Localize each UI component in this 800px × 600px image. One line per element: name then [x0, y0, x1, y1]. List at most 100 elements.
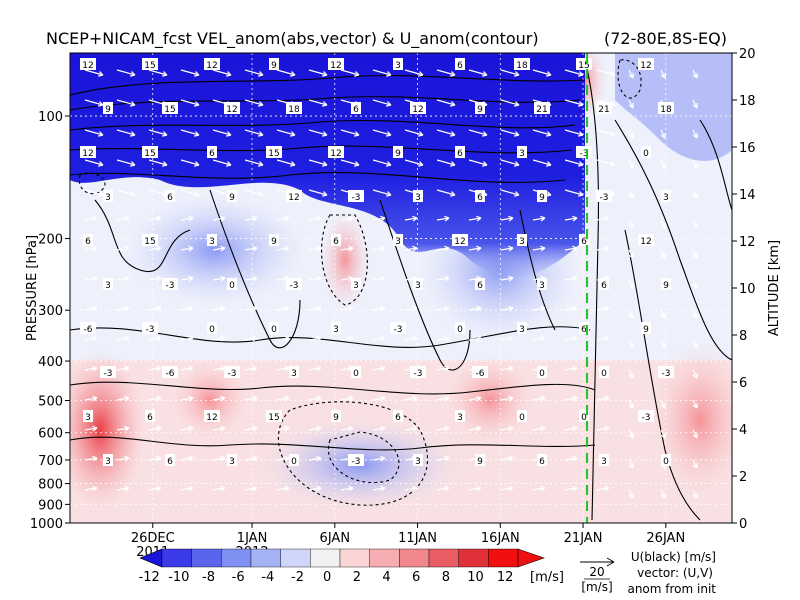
wind-vector	[340, 129, 360, 137]
wind-vector	[692, 399, 698, 409]
wind-vector	[84, 485, 98, 492]
contour-label: 3	[539, 281, 545, 291]
contour-label-box	[204, 58, 220, 70]
wind-vector	[372, 455, 386, 462]
wind-vector	[116, 215, 130, 222]
wind-vector	[308, 275, 322, 282]
contour-label: 3	[601, 457, 607, 467]
wind-vector	[628, 69, 634, 79]
wind-vector	[372, 275, 386, 282]
wind-vector	[692, 159, 698, 169]
wind-vector	[532, 159, 552, 167]
wind-vector	[116, 129, 136, 137]
contour-label-box	[537, 278, 547, 290]
wind-vector	[372, 365, 386, 372]
pressure-tick-label: 900	[38, 498, 63, 513]
pressure-tick-label: 100	[38, 110, 63, 125]
wind-vector	[500, 189, 520, 197]
contour-label-box	[455, 410, 465, 422]
altitude-tick-label: 16	[739, 141, 756, 156]
wind-vector	[180, 275, 194, 282]
wind-vector	[436, 335, 450, 342]
contour-label-box	[266, 410, 282, 422]
wind-vector	[148, 215, 162, 222]
contour-label: -3	[642, 413, 651, 423]
wind-vector	[340, 335, 354, 342]
contour-label-box	[227, 278, 237, 290]
wind-vector	[308, 69, 328, 77]
wind-vector	[84, 425, 98, 432]
wind-vector	[564, 305, 578, 312]
altitude-tick-label: 6	[739, 376, 747, 391]
wind-vector	[372, 335, 386, 342]
contour-label: 6	[539, 457, 545, 467]
wind-vector	[564, 275, 578, 282]
wind-vector	[84, 455, 98, 462]
contour-label-box	[269, 322, 279, 334]
contour-label: 3	[457, 413, 463, 423]
wind-vector	[436, 129, 456, 137]
legend-line-3: anom from init	[627, 582, 716, 596]
contour-label-box	[207, 234, 217, 246]
u-contour-negative	[321, 214, 368, 306]
contour-label: -3	[146, 325, 155, 335]
u-contour	[614, 119, 732, 361]
wind-vector	[564, 425, 578, 432]
wind-vector	[372, 245, 386, 252]
wind-vector	[276, 305, 290, 312]
wind-vector	[308, 365, 322, 372]
colorbar-bin	[399, 548, 430, 568]
wind-vector	[116, 485, 130, 492]
contour-label-box	[289, 366, 299, 378]
wind-vector	[628, 129, 634, 139]
wind-vector	[180, 395, 194, 402]
contour-label-box	[348, 190, 364, 202]
contour-label-box	[328, 58, 344, 70]
contour-label-box	[475, 454, 485, 466]
wind-vector	[84, 395, 98, 402]
wind-vector	[340, 69, 360, 77]
wind-vector	[340, 305, 354, 312]
wind-vector	[276, 425, 290, 432]
wind-vector	[372, 69, 392, 77]
wind-vector	[308, 455, 322, 462]
wind-vector	[276, 69, 296, 77]
contour-label-box	[517, 234, 527, 246]
u-contour	[70, 436, 596, 451]
wind-vector	[308, 395, 322, 402]
wind-vector	[244, 335, 258, 342]
wind-vector	[84, 215, 98, 222]
wind-vector	[436, 245, 450, 252]
time-tick-label: 26DEC	[131, 531, 175, 546]
contour-label-box	[328, 146, 344, 158]
red-anomaly-center	[320, 210, 370, 310]
contour-label-box	[103, 190, 113, 202]
wind-vector	[148, 275, 162, 282]
contour-label: 3	[291, 369, 297, 379]
wind-vector	[340, 215, 354, 222]
contour-label: 18	[288, 105, 300, 115]
contour-label-box	[142, 322, 158, 334]
contour-label: 9	[477, 457, 483, 467]
wind-vector	[340, 159, 360, 167]
wind-vector	[628, 429, 634, 439]
contour-label-box	[224, 366, 240, 378]
contour-label-box	[142, 58, 158, 70]
wind-vector	[660, 489, 666, 499]
wind-vector	[244, 425, 258, 432]
wind-vector	[148, 305, 162, 312]
wind-vector	[148, 245, 162, 252]
contour-label: -3	[352, 457, 361, 467]
pressure-axis: 100 200 300 400 500 600 700 800 900 1000	[30, 110, 70, 532]
altitude-axis: 0 2 4 6 8 10 12 14 16 18 20	[732, 47, 756, 532]
wind-vector	[436, 159, 456, 167]
u-contour	[70, 119, 576, 131]
contour-label: 0	[271, 325, 277, 335]
contour-label-box	[599, 454, 609, 466]
wind-vector	[276, 365, 290, 372]
contour-label-box	[80, 322, 96, 334]
contour-label-box	[658, 102, 674, 114]
wind-vector	[84, 365, 98, 372]
contour-label-box	[410, 102, 426, 114]
colorbar-extend-high	[517, 548, 545, 568]
